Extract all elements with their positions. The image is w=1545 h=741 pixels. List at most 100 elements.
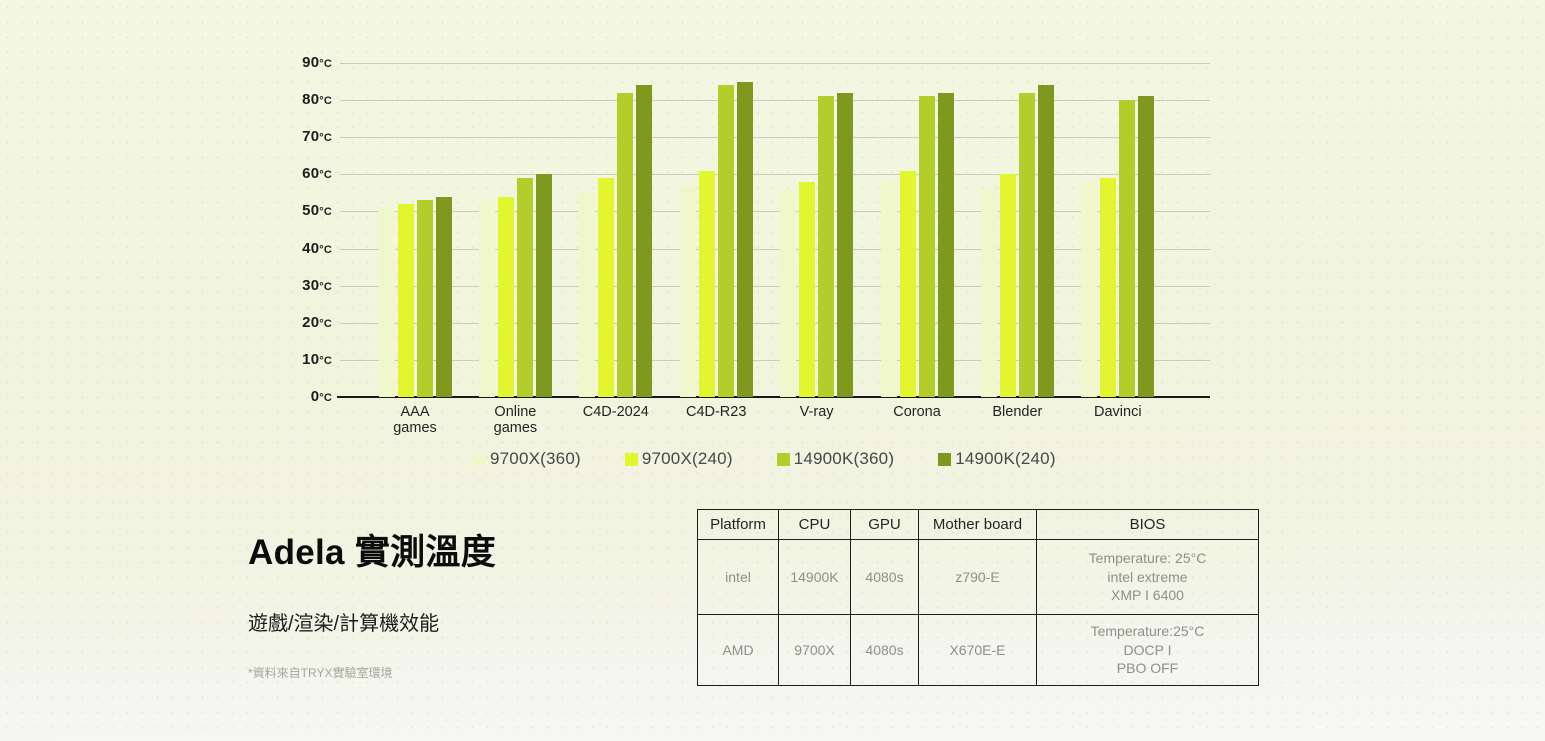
x-axis-category-label: C4D-2024 xyxy=(582,404,649,420)
legend-swatch-icon xyxy=(624,452,638,466)
bar-9700x(240) xyxy=(497,196,514,397)
bar-9700x(240) xyxy=(999,174,1016,397)
legend-item-14900k(360): 14900K(360) xyxy=(776,449,895,469)
bar-14900k(240) xyxy=(1037,85,1054,397)
bar-9700x(360) xyxy=(1081,181,1098,397)
spec-cell: AMD xyxy=(697,614,779,686)
bar-9700x(360) xyxy=(478,200,495,397)
page-subtitle: 遊戲/渲染/計算機效能 xyxy=(248,613,440,635)
spec-cell: 4080s xyxy=(850,614,919,686)
bar-9700x(360) xyxy=(980,189,997,397)
bar-9700x(240) xyxy=(799,181,816,397)
x-axis-category-label: Online games xyxy=(493,404,538,437)
y-axis-tick-label: 40°C xyxy=(302,239,332,257)
gridline-60 xyxy=(340,174,1210,176)
bar-group-c4d-2024 xyxy=(579,85,653,397)
x-axis-category-label: Corona xyxy=(893,404,941,420)
spec-cell: X670E-E xyxy=(918,614,1037,686)
spec-header-platform: Platform xyxy=(697,509,779,540)
bar-group-blender xyxy=(980,85,1054,397)
spec-cell: 9700X xyxy=(778,614,851,686)
spec-header-mother-board: Mother board xyxy=(918,509,1037,540)
bar-14900k(240) xyxy=(937,92,954,397)
legend-swatch-icon xyxy=(938,452,952,466)
spec-cell: intel xyxy=(697,539,779,615)
gridline-10 xyxy=(340,359,1210,361)
chart-legend: 9700X(360) 9700X(240) 14900K(360) 14900K(24… xyxy=(473,449,1056,469)
legend-label: 9700X(240) xyxy=(641,449,733,468)
legend-swatch-icon xyxy=(776,452,790,466)
bar-group-davinci xyxy=(1081,96,1155,397)
bar-group-v-ray xyxy=(780,92,854,397)
spec-table-header: Platform CPU GPU Mother board BIOS xyxy=(697,509,1259,540)
spec-row-intel: intel 14900K 4080s z790-E Temperature: 25°C i… xyxy=(697,539,1259,615)
y-axis-tick-label: 50°C xyxy=(302,202,332,220)
gridline-70 xyxy=(340,137,1210,139)
legend-swatch-icon xyxy=(473,452,486,466)
bar-group-c4d-r23 xyxy=(679,81,753,397)
y-axis-tick-label: 70°C xyxy=(302,128,332,146)
bar-group-corona xyxy=(880,92,954,397)
bar-9700x(240) xyxy=(698,170,715,397)
gridline-50 xyxy=(340,211,1210,213)
bar-14900k(360) xyxy=(918,96,935,397)
y-axis-tick-label: 10°C xyxy=(302,350,332,368)
spec-header-gpu: GPU xyxy=(850,509,919,540)
bar-14900k(360) xyxy=(617,92,634,397)
gridline-80 xyxy=(340,100,1210,102)
spec-cell: Temperature: 25°C intel extreme XMP I 6400 xyxy=(1036,539,1259,615)
y-axis-tick-label: 30°C xyxy=(302,276,332,294)
gridline-90 xyxy=(340,63,1210,64)
bar-group-online-games xyxy=(478,174,552,397)
y-axis-tick-label: 20°C xyxy=(302,313,332,331)
gridline-30 xyxy=(340,285,1210,287)
x-axis-category-label: V-ray xyxy=(799,404,834,420)
temperature-bar-chart: 0°C 10°C 20°C 30°C 40°C 50°C 60°C 70°C 80°C 90°C A… xyxy=(302,54,1210,436)
legend-item-14900k(240): 14900K(240) xyxy=(938,449,1056,469)
bar-9700x(240) xyxy=(899,170,916,397)
legend-item-9700x(240): 9700X(240) xyxy=(624,449,733,469)
y-axis-tick-label: 0°C xyxy=(310,388,332,405)
x-axis-category-label: Davinci xyxy=(1094,404,1142,420)
x-axis-category-label: C4D-R23 xyxy=(685,404,747,420)
spec-table-body: intel 14900K 4080s z790-E Temperature: 25°C i… xyxy=(697,539,1259,686)
spec-header-cpu: CPU xyxy=(778,509,851,540)
x-axis-category-label: AAA games xyxy=(393,404,437,437)
page-title: Adela 實測溫度 xyxy=(248,533,497,572)
bar-14900k(360) xyxy=(717,85,734,397)
bar-9700x(360) xyxy=(579,192,596,397)
spec-cell: 4080s xyxy=(850,539,919,615)
bar-14900k(360) xyxy=(516,178,533,397)
bar-14900k(240) xyxy=(435,196,452,397)
bar-14900k(240) xyxy=(535,174,552,397)
bar-14900k(240) xyxy=(636,85,653,397)
y-axis-tick-label: 80°C xyxy=(302,91,332,109)
gridline-20 xyxy=(340,322,1210,324)
data-source-footnote: *資料來自TRYX實驗室環境 xyxy=(248,666,393,680)
bar-9700x(360) xyxy=(780,189,797,397)
bar-14900k(360) xyxy=(416,200,433,397)
bar-9700x(360) xyxy=(679,185,696,397)
spec-header-bios: BIOS xyxy=(1036,509,1259,540)
bar-14900k(360) xyxy=(1119,100,1136,397)
bar-group-aaa-games xyxy=(378,196,452,397)
spec-cell: 14900K xyxy=(778,539,851,615)
x-axis-line xyxy=(337,396,1210,398)
system-spec-table: Platform CPU GPU Mother board BIOS intel 1490… xyxy=(697,509,1259,686)
spec-cell: z790-E xyxy=(918,539,1037,615)
bar-9700x(240) xyxy=(598,178,615,397)
bar-9700x(240) xyxy=(397,204,414,397)
legend-label: 14900K(360) xyxy=(793,449,895,468)
legend-item-9700x(360): 9700X(360) xyxy=(473,449,581,469)
bar-14900k(240) xyxy=(837,92,854,397)
gridline-40 xyxy=(340,248,1210,250)
spec-cell: Temperature:25°C DOCP I PBO OFF xyxy=(1036,614,1259,686)
y-axis-tick-label: 90°C xyxy=(302,54,332,71)
legend-label: 14900K(240) xyxy=(955,449,1056,468)
bar-14900k(360) xyxy=(818,96,835,397)
bar-9700x(360) xyxy=(880,181,897,397)
bar-14900k(240) xyxy=(1138,96,1155,397)
bar-14900k(360) xyxy=(1018,92,1035,397)
y-axis-tick-label: 60°C xyxy=(302,165,332,183)
spec-row-amd: AMD 9700X 4080s X670E-E Temperature:25°C DOCP… xyxy=(697,614,1259,686)
